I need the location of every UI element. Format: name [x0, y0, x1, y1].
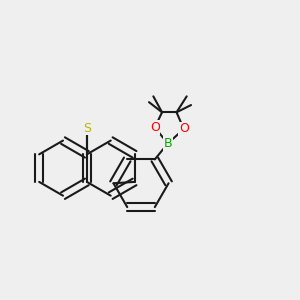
- Text: S: S: [83, 122, 91, 135]
- Text: O: O: [150, 121, 160, 134]
- Text: O: O: [179, 122, 189, 136]
- Text: B: B: [164, 137, 172, 150]
